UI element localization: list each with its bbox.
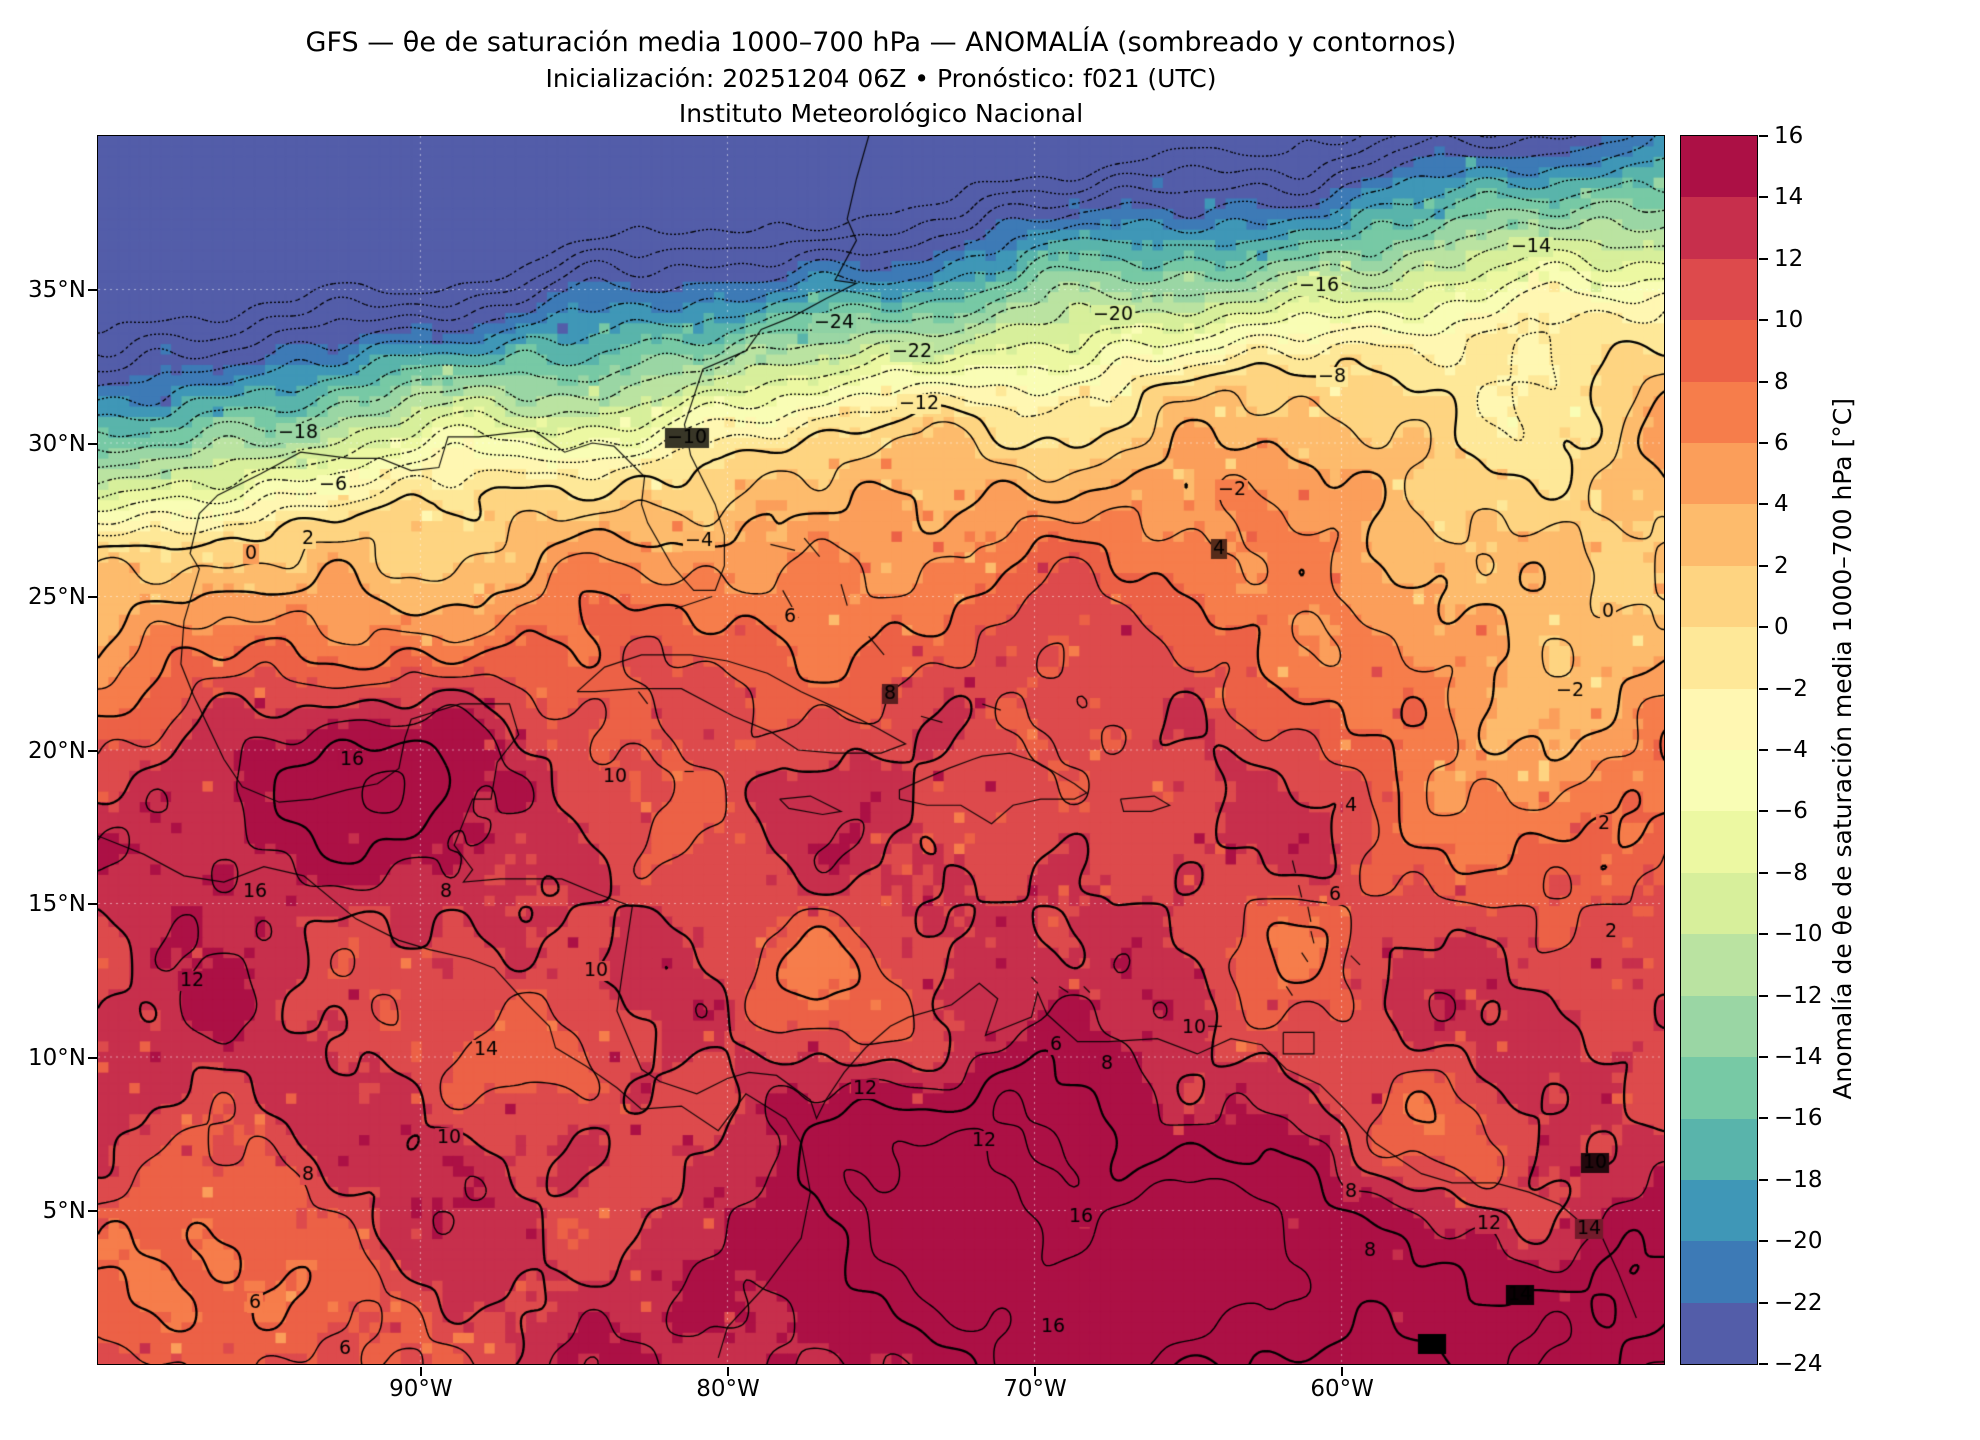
colorbar-tick-label: −2 [1774, 675, 1808, 702]
colorbar-block [1681, 811, 1757, 873]
colorbar-block [1681, 750, 1757, 812]
colorbar-block [1681, 504, 1757, 566]
colorbar-tick-mark [1759, 319, 1768, 322]
y-tick-label: 10°N [28, 1044, 86, 1071]
colorbar-block [1681, 1118, 1757, 1180]
y-tick-mark [88, 289, 97, 291]
colorbar-tick-label: 10 [1774, 307, 1804, 334]
colorbar-tick-mark [1759, 1301, 1768, 1304]
colorbar-tick-mark [1759, 626, 1768, 629]
colorbar-tick-label: −8 [1774, 859, 1808, 886]
colorbar-tick-mark [1759, 1178, 1768, 1181]
colorbar-block [1681, 934, 1757, 996]
y-tick-label: 15°N [28, 891, 86, 917]
colorbar-tick-mark [1759, 257, 1768, 260]
colorbar-tick-mark [1759, 442, 1768, 444]
colorbar-tick-label: 6 [1774, 430, 1789, 456]
colorbar-tick-label: 2 [1774, 552, 1789, 579]
colorbar-block [1681, 995, 1757, 1058]
colorbar-tick-label: −16 [1774, 1105, 1823, 1132]
x-tick-mark [726, 1367, 729, 1376]
colorbar-tick-mark [1759, 380, 1768, 383]
y-tick-label: 20°N [28, 737, 86, 764]
colorbar-tick-mark [1759, 810, 1768, 813]
colorbar-block [1681, 1057, 1757, 1119]
colorbar-block [1681, 197, 1757, 259]
x-tick-label: 80°W [696, 1376, 760, 1402]
colorbar-tick-mark [1759, 749, 1768, 751]
colorbar-block [1681, 688, 1757, 751]
colorbar-tick-label: −24 [1774, 1351, 1823, 1377]
colorbar-tick-label: −20 [1774, 1228, 1823, 1255]
y-tick-label: 35°N [28, 277, 86, 303]
x-tick-mark [419, 1367, 422, 1376]
colorbar-tick-label: −14 [1774, 1044, 1823, 1070]
colorbar-tick-mark [1759, 564, 1768, 567]
colorbar-block [1681, 1179, 1757, 1242]
colorbar-block [1681, 258, 1757, 321]
colorbar-block [1681, 872, 1757, 935]
colorbar-block [1681, 1302, 1757, 1365]
x-tick-label: 60°W [1310, 1376, 1374, 1402]
colorbar-tick-mark [1759, 933, 1768, 936]
colorbar-tick-label: 0 [1774, 614, 1789, 641]
colorbar-tick-mark [1759, 1240, 1768, 1243]
y-tick-label: 30°N [28, 430, 86, 457]
x-tick-label: 70°W [1003, 1376, 1067, 1402]
colorbar-tick-mark [1759, 196, 1768, 199]
x-tick-mark [1341, 1367, 1344, 1376]
y-tick-label: 5°N [42, 1198, 86, 1224]
colorbar-tick-label: 8 [1774, 368, 1789, 395]
colorbar-block [1681, 443, 1757, 505]
colorbar-block [1681, 627, 1757, 689]
colorbar-block [1681, 1241, 1757, 1303]
colorbar-tick-label: −6 [1774, 798, 1808, 825]
y-tick-label: 25°N [28, 584, 86, 610]
chart-institution: Instituto Meteorológico Nacional [678, 99, 1084, 128]
y-tick-mark [88, 749, 97, 752]
x-tick-mark [1034, 1367, 1037, 1376]
colorbar-tick-mark [1759, 1363, 1768, 1365]
colorbar-block [1681, 381, 1757, 444]
colorbar-block [1681, 565, 1757, 628]
colorbar-tick-mark [1759, 871, 1768, 874]
colorbar-tick-mark [1759, 503, 1768, 506]
map-plot-area [97, 135, 1665, 1365]
colorbar-tick-label: −4 [1774, 737, 1808, 763]
colorbar-block [1681, 136, 1757, 198]
colorbar-tick-label: 12 [1774, 245, 1804, 272]
colorbar-tick-mark [1759, 135, 1768, 137]
colorbar-tick-label: 4 [1774, 491, 1789, 518]
colorbar-tick-label: −12 [1774, 982, 1823, 1009]
y-tick-mark [88, 903, 97, 905]
colorbar-tick-mark [1759, 687, 1768, 690]
colorbar-tick-label: −22 [1774, 1289, 1823, 1316]
colorbar-tick-label: 14 [1774, 184, 1804, 211]
y-tick-mark [88, 1056, 97, 1059]
colorbar [1680, 135, 1758, 1365]
colorbar-tick-label: −18 [1774, 1166, 1823, 1193]
colorbar-block [1681, 320, 1757, 382]
y-tick-mark [88, 442, 97, 445]
colorbar-tick-mark [1759, 994, 1768, 997]
chart-title: GFS — θe de saturación media 1000–700 hP… [305, 27, 1457, 58]
colorbar-tick-label: 16 [1774, 123, 1804, 149]
chart-subtitle: Inicialización: 20251204 06Z • Pronóstic… [545, 64, 1217, 93]
colorbar-tick-mark [1759, 1117, 1768, 1120]
y-tick-mark [88, 1210, 97, 1212]
y-tick-mark [88, 596, 97, 598]
colorbar-tick-label: −10 [1774, 921, 1823, 948]
anomaly-map-canvas [98, 136, 1664, 1364]
x-tick-label: 90°W [389, 1376, 453, 1402]
colorbar-tick-mark [1759, 1056, 1768, 1058]
